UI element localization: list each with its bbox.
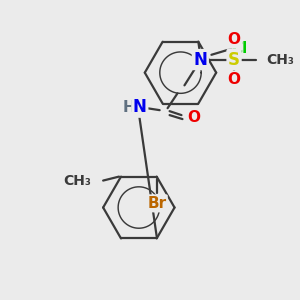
Text: S: S: [228, 51, 240, 69]
Text: Cl: Cl: [231, 41, 247, 56]
Text: N: N: [194, 51, 207, 69]
Text: N: N: [133, 98, 147, 116]
Text: CH₃: CH₃: [63, 174, 91, 188]
Text: O: O: [187, 110, 200, 124]
Text: Br: Br: [147, 196, 166, 211]
Text: CH₃: CH₃: [266, 52, 294, 67]
Text: H: H: [122, 100, 135, 115]
Text: O: O: [227, 72, 241, 87]
Text: O: O: [227, 32, 241, 47]
